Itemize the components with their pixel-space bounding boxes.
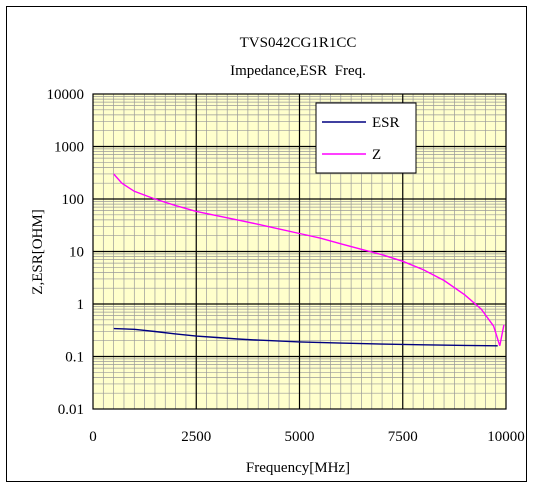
y-axis-label: Z,ESR[OHM] — [30, 209, 46, 294]
series-line-esr — [113, 327, 498, 347]
x-tick-label: 0 — [89, 429, 97, 445]
plot-border — [92, 93, 507, 410]
axes: 0 2500 5000 7500 10000 0.01 0.1 1 10 100 1000 10000 — [47, 87, 525, 445]
chart-title: TVS042CG1R1CC — [240, 35, 357, 51]
y-tick-label: 0.01 — [58, 402, 84, 418]
chart-subtitle: Impedance,ESR Freq. — [230, 63, 366, 79]
legend-z-label: Z — [372, 147, 381, 163]
x-tick-label: 10000 — [487, 429, 525, 445]
y-tick-label: 10 — [69, 245, 84, 261]
y-tick-label: 0.1 — [65, 350, 84, 366]
x-axis-label: Frequency[MHz] — [246, 460, 350, 476]
y-tick-label: 1000 — [54, 140, 84, 156]
x-tick-label: 5000 — [285, 429, 315, 445]
series-group — [113, 173, 505, 347]
series-line-z — [113, 173, 505, 347]
y-tick-label: 10000 — [47, 87, 85, 103]
grid-lines — [92, 93, 507, 410]
legend-box — [315, 102, 417, 174]
legend: ESR Z — [315, 102, 417, 174]
x-tick-label: 7500 — [388, 429, 418, 445]
legend-esr-label: ESR — [372, 115, 400, 131]
y-tick-label: 100 — [62, 192, 85, 208]
y-tick-label: 1 — [77, 297, 85, 313]
x-tick-label: 2500 — [181, 429, 211, 445]
